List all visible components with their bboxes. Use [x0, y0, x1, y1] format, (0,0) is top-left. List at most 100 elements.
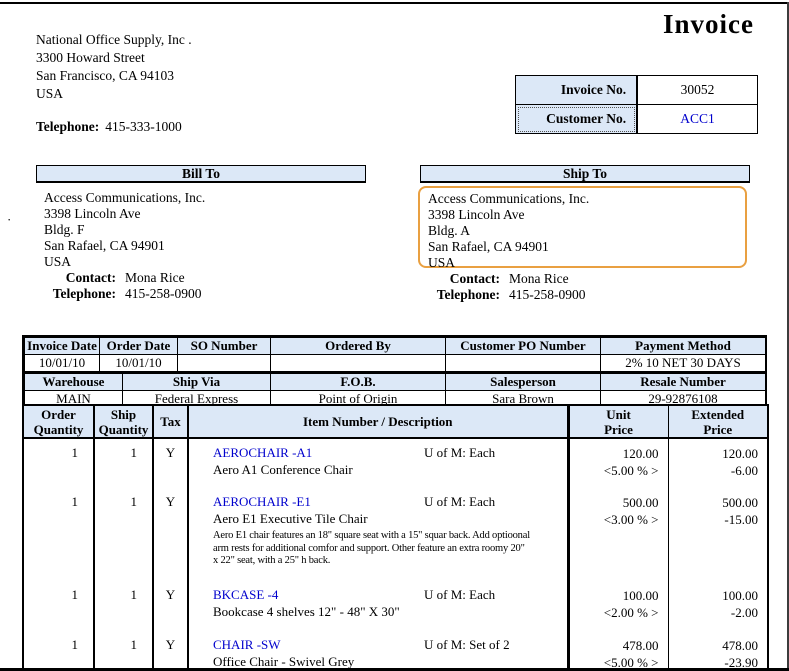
order-qty-header: Order Quantity [22, 404, 95, 439]
unit-price: 100.00 [622, 588, 659, 603]
seller-name: National Office Supply, Inc . [36, 32, 192, 47]
seller-info: National Office Supply, Inc . 3300 Howar… [36, 31, 192, 136]
ship-to-address-line: Bldg. A [428, 223, 471, 238]
tax-flag: Y [152, 488, 189, 581]
seller-telephone: Telephone: 415-333-1000 [36, 118, 192, 136]
ship-qty: 1 [93, 438, 154, 488]
unit-discount: <2.00 % > [603, 605, 659, 620]
unit-price-cell: 478.00 <5.00 % > [566, 631, 669, 671]
invoice-number-box: Invoice No. 30052 Customer No. ACC1 [515, 75, 759, 134]
payment-method-value: 2% 10 NET 30 DAYS [600, 354, 766, 372]
unit-price: 478.00 [622, 638, 659, 653]
ship-to-header: Ship To [420, 165, 750, 183]
shipping-header-row: Warehouse Ship Via F.O.B. Salesperson Re… [24, 372, 766, 391]
so-number-header: SO Number [177, 337, 271, 355]
warehouse-header: Warehouse [24, 372, 123, 391]
item-number-link[interactable]: CHAIR -SW [213, 637, 281, 652]
extended-discount: -23.90 [724, 655, 758, 670]
bill-to-contact: Contact: Mona Rice [36, 270, 366, 286]
extended-price: 100.00 [722, 588, 758, 603]
unit-price-cell: 120.00 <5.00 % > [566, 438, 669, 488]
unit-of-measure: U of M: Set of 2 [424, 637, 510, 652]
telephone-value: 415-258-0900 [509, 287, 586, 302]
ordered-by-header: Ordered By [270, 337, 446, 355]
unit-discount: <5.00 % > [603, 463, 659, 478]
items-header-row: Order Quantity Ship Quantity Tax Item Nu… [22, 404, 769, 439]
tax-flag: Y [152, 631, 189, 671]
ship-qty: 1 [93, 488, 154, 581]
ship-via-header: Ship Via [122, 372, 271, 391]
seller-address-line: USA [36, 86, 64, 101]
fob-header: F.O.B. [270, 372, 446, 391]
customer-no-link[interactable]: ACC1 [636, 104, 759, 134]
order-info-header-row: Invoice Date Order Date SO Number Ordere… [24, 337, 766, 355]
warehouse-value: MAIN [24, 390, 123, 408]
bill-to-address-line: USA [44, 254, 72, 269]
order-date-header: Order Date [99, 337, 178, 355]
ship-to-address-line: San Rafael, CA 94901 [428, 239, 549, 254]
unit-price-cell: 500.00 <3.00 % > [566, 488, 669, 581]
item-description-cell: CHAIR -SW U of M: Set of 2 Office Chair … [187, 631, 569, 671]
ship-to-address-line: USA [428, 255, 456, 270]
bill-to-address-line: Bldg. F [44, 222, 85, 237]
window-right-border [787, 2, 789, 671]
customer-po-header: Customer PO Number [445, 337, 601, 355]
extended-price-cell: 478.00 -23.90 [667, 631, 769, 671]
unit-of-measure: U of M: Each [424, 587, 496, 602]
order-info-table-1: Invoice Date Order Date SO Number Ordere… [24, 337, 766, 372]
order-qty: 1 [22, 488, 95, 581]
window-top-border [0, 2, 789, 4]
tax-flag: Y [152, 581, 189, 631]
item-description-header: Item Number / Description [187, 404, 569, 439]
unit-price-header: Unit Price [566, 404, 669, 439]
extended-price-header: Extended Price [667, 404, 769, 439]
payment-method-header: Payment Method [600, 337, 766, 355]
page-title: Invoice [663, 9, 754, 39]
item-row: 1 1 Y AEROCHAIR -E1 U of M: Each Aero E1… [22, 488, 769, 581]
extended-price-cell: 120.00 -6.00 [667, 438, 769, 488]
item-description-cell: BKCASE -4 U of M: Each Bookcase 4 shelve… [187, 581, 569, 631]
customer-no-label[interactable]: Customer No. [515, 104, 638, 134]
telephone-label: Telephone: [436, 287, 500, 302]
item-number-link[interactable]: AEROCHAIR -A1 [213, 445, 313, 460]
ship-to-address-box[interactable]: Access Communications, Inc. 3398 Lincoln… [418, 186, 747, 270]
unit-discount: <5.00 % > [603, 655, 659, 670]
ship-to-name: Access Communications, Inc. [428, 191, 590, 206]
item-description-cell: AEROCHAIR -E1 U of M: Each Aero E1 Execu… [187, 488, 569, 581]
extended-discount: -2.00 [730, 605, 758, 620]
item-description: Aero E1 Executive Tile Chair [213, 511, 368, 526]
contact-label: Contact: [449, 271, 500, 286]
contact-value: Mona Rice [509, 271, 569, 286]
invoice-date-header: Invoice Date [24, 337, 100, 355]
telephone-value: 415-258-0900 [125, 286, 202, 301]
ordered-by-value [270, 354, 446, 372]
unit-discount: <3.00 % > [603, 512, 659, 527]
ship-qty: 1 [93, 631, 154, 671]
ship-to-contact: Contact: Mona Rice [420, 271, 750, 287]
unit-price: 120.00 [622, 446, 659, 461]
seller-address-line: San Francisco, CA 94103 [36, 68, 174, 83]
extended-price-cell: 500.00 -15.00 [667, 488, 769, 581]
unit-of-measure: U of M: Each [424, 445, 496, 460]
order-qty: 1 [22, 438, 95, 488]
invoice-no-row: Invoice No. 30052 [515, 75, 759, 105]
item-description-cell: AEROCHAIR -A1 U of M: Each Aero A1 Confe… [187, 438, 569, 488]
bill-to-header: Bill To [36, 165, 366, 183]
item-number-link[interactable]: BKCASE -4 [213, 587, 279, 602]
item-description: Bookcase 4 shelves 12" - 48" X 30" [213, 604, 400, 619]
bill-to-address-line: San Rafael, CA 94901 [44, 238, 165, 253]
order-qty: 1 [22, 631, 95, 671]
stray-mark: · [7, 212, 12, 227]
item-row: 1 1 Y CHAIR -SW U of M: Set of 2 Office … [22, 631, 769, 671]
order-info-value-row: 10/01/10 10/01/10 2% 10 NET 30 DAYS [24, 354, 766, 372]
item-long-description: Aero E1 chair features an 18" square sea… [213, 530, 530, 566]
tax-header: Tax [152, 404, 189, 439]
ship-qty: 1 [93, 581, 154, 631]
invoice-no-label: Invoice No. [515, 75, 638, 105]
unit-of-measure: U of M: Each [424, 494, 496, 509]
extended-discount: -6.00 [730, 463, 758, 478]
bill-to-address: Access Communications, Inc. 3398 Lincoln… [36, 183, 366, 270]
window-bottom-border [0, 668, 789, 671]
ship-qty-header: Ship Quantity [93, 404, 154, 439]
item-number-link[interactable]: AEROCHAIR -E1 [213, 494, 311, 509]
